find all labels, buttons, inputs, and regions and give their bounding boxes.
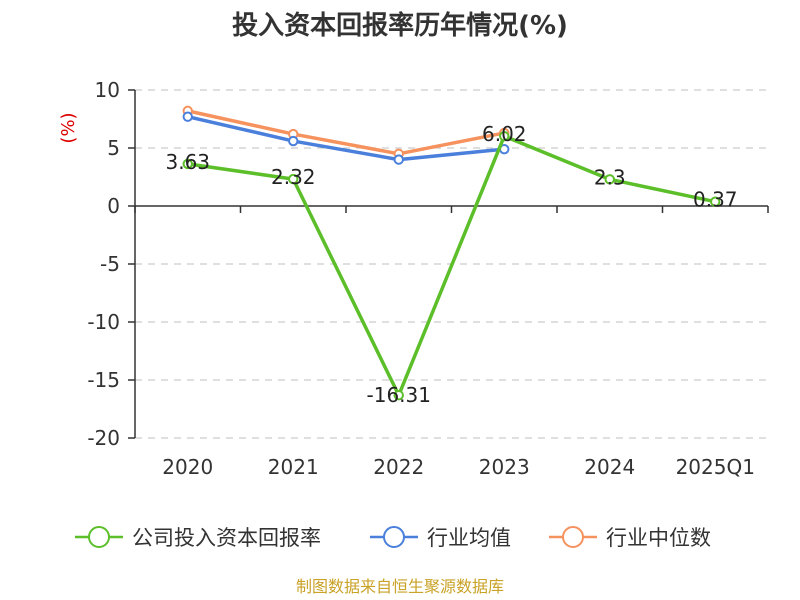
legend-marker: [383, 526, 405, 548]
data-point: [499, 130, 510, 142]
legend-label: 行业中位数: [606, 526, 711, 550]
data-label: 3.63: [165, 150, 210, 174]
data-label: -16.31: [367, 383, 431, 407]
data-label: 6.02: [482, 122, 527, 146]
data-point: [288, 135, 299, 147]
y-tick-label: 5: [107, 136, 120, 160]
y-tick-label: -20: [87, 426, 120, 450]
chart-title: 投入资本回报率历年情况(%): [232, 10, 568, 41]
data-point: [288, 173, 299, 185]
data-label: 2.3: [594, 165, 626, 189]
x-axis: 2020 2021 2022 2023 2024 2025Q1: [134, 205, 769, 479]
data-labels: 3.63 2.32 -16.31 6.02 2.3 0.37: [165, 122, 737, 407]
series-line: [187, 114, 505, 162]
y-tick-label: 10: [95, 78, 120, 102]
x-tick-label: 2021: [268, 455, 319, 479]
series-lines: [182, 105, 721, 401]
x-tick-label: 2020: [162, 455, 213, 479]
data-label: 0.37: [693, 188, 738, 212]
legend-item-2[interactable]: 行业中位数: [549, 526, 711, 550]
y-tick-label: -10: [87, 310, 120, 334]
y-tick-label: -15: [87, 368, 120, 392]
series-line: [187, 134, 716, 397]
legend-item-0[interactable]: 公司投入资本回报率: [75, 526, 321, 550]
data-point: [393, 389, 404, 401]
x-tick-label: 2024: [584, 455, 635, 479]
data-point: [393, 154, 404, 165]
legend-marker: [88, 526, 110, 548]
data-source-note: 制图数据来自恒生聚源数据库: [296, 577, 504, 596]
legend-label: 公司投入资本回报率: [132, 526, 321, 550]
data-point: [182, 111, 193, 122]
x-tick-label: 2025Q1: [676, 455, 755, 479]
x-tick-label: 2022: [373, 455, 424, 479]
y-axis: 10 5 0 -5 -10 -15 -20: [87, 78, 136, 450]
series-1: [182, 111, 510, 165]
legend-marker: [562, 526, 584, 548]
y-tick-label: -5: [100, 252, 120, 276]
legend[interactable]: 公司投入资本回报率 行业均值 行业中位数: [75, 526, 711, 550]
y-tick-label: 0: [107, 194, 120, 218]
legend-label: 行业均值: [427, 526, 511, 550]
data-point: [182, 158, 193, 170]
legend-item-1[interactable]: 行业均值: [370, 526, 511, 550]
series-line: [187, 109, 505, 156]
x-tick-label: 2023: [479, 455, 530, 479]
series-0: [182, 130, 721, 401]
data-point: [604, 174, 615, 185]
y-axis-unit: (%): [58, 112, 79, 143]
data-label: 2.32: [271, 165, 316, 189]
data-point: [710, 196, 721, 207]
